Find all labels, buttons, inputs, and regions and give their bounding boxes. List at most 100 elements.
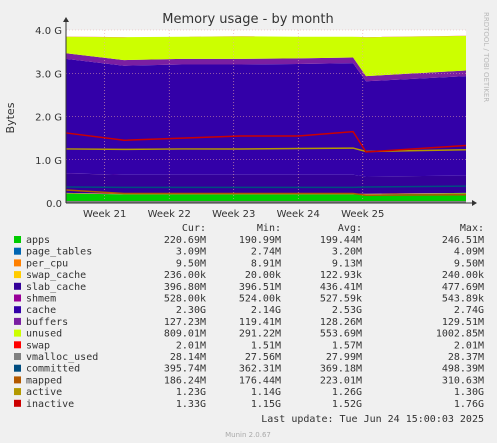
legend-value: 543.89k <box>442 294 484 305</box>
legend-column-header: Max: <box>460 223 484 234</box>
legend-value: 1.57M <box>332 340 362 351</box>
legend-name-apps: apps <box>26 235 50 246</box>
legend-value: 27.99M <box>326 352 362 363</box>
legend-value: 2.74M <box>251 247 281 258</box>
legend-value: 527.59k <box>320 294 362 305</box>
x-tick-label: Week 22 <box>148 209 191 220</box>
legend-swatch-apps <box>14 236 21 243</box>
legend-column-header: Cur: <box>182 223 206 234</box>
x-tick-label: Week 25 <box>341 209 384 220</box>
legend-name-active: active <box>26 387 62 398</box>
y-tick-label: 0.0 <box>46 199 62 210</box>
legend-name-committed: committed <box>26 364 80 375</box>
legend-value: 129.51M <box>442 317 484 328</box>
area-unused <box>66 35 466 77</box>
legend-column-header: Min: <box>257 223 281 234</box>
legend-value: 2.53G <box>332 305 362 316</box>
legend-value: 362.31M <box>239 364 281 375</box>
legend-swatch-vmalloc_used <box>14 353 21 360</box>
legend-name-page_tables: page_tables <box>26 247 92 258</box>
legend-value: 240.00k <box>442 270 484 281</box>
legend-name-unused: unused <box>26 329 62 340</box>
legend-name-per_cpu: per_cpu <box>26 258 68 269</box>
legend-value: 2.30G <box>176 305 206 316</box>
legend-value: 9.50M <box>454 258 484 269</box>
last-update: Last update: Tue Jun 24 15:00:03 2025 <box>261 414 484 425</box>
legend-value: 122.93k <box>320 270 362 281</box>
legend-name-buffers: buffers <box>26 317 68 328</box>
area-slab_cache <box>66 173 466 194</box>
legend-value: 1.14G <box>251 387 281 398</box>
legend-column-header: Avg: <box>338 223 362 234</box>
x-tick-label: Week 24 <box>277 209 320 220</box>
legend-value: 1.30G <box>454 387 484 398</box>
legend-swatch-swap_cache <box>14 271 21 279</box>
legend-name-inactive: inactive <box>26 399 74 410</box>
legend-swatch-swap <box>14 341 21 349</box>
legend-name-swap: swap <box>26 340 50 351</box>
legend-swatch-cache <box>14 306 21 314</box>
legend-value: 190.99M <box>239 235 281 246</box>
legend-swatch-active <box>14 388 21 396</box>
legend-value: 3.20M <box>332 247 362 258</box>
series-lines <box>65 130 467 203</box>
legend-value: 3.09M <box>176 247 206 258</box>
legend-value: 9.50M <box>176 258 206 269</box>
area-buffers <box>66 53 466 82</box>
legend-name-swap_cache: swap_cache <box>26 270 86 281</box>
legend-value: 291.22M <box>239 329 281 340</box>
legend-value: 396.51M <box>239 282 281 293</box>
y-axis-arrow <box>63 17 69 22</box>
x-axis-arrow <box>472 200 477 206</box>
legend-value: 127.23M <box>164 317 206 328</box>
legend-value: 1.76G <box>454 399 484 410</box>
legend-value: 4.09M <box>454 247 484 258</box>
legend-value: 28.37M <box>448 352 484 363</box>
grid-lines <box>66 29 466 203</box>
legend-value: 2.74G <box>454 305 484 316</box>
legend-value: 1.23G <box>176 387 206 398</box>
legend-value: 246.51M <box>442 235 484 246</box>
legend-swatch-slab_cache <box>14 282 21 290</box>
axes: 0.0 1.0 G 2.0 G 3.0 G 4.0 G Week 21 Week 22 Wee… <box>35 17 477 220</box>
line-active <box>65 147 467 153</box>
line-committed <box>65 185 467 189</box>
legend-value: 2.01M <box>176 340 206 351</box>
legend-value: 128.26M <box>320 317 362 328</box>
x-tick-label: Week 21 <box>83 209 126 220</box>
legend-value: 236.00k <box>164 270 206 281</box>
legend-value: 27.56M <box>245 352 281 363</box>
legend-value: 186.24M <box>164 375 206 386</box>
legend-value: 395.74M <box>164 364 206 375</box>
legend-swatch-buffers <box>14 317 21 325</box>
y-axis-label: Bytes <box>4 102 17 133</box>
legend-swatch-mapped <box>14 376 21 384</box>
legend-value: 524.00k <box>239 294 281 305</box>
legend-name-shmem: shmem <box>26 294 56 305</box>
y-tick-label: 4.0 G <box>35 26 62 37</box>
legend-swatch-per_cpu <box>14 259 21 267</box>
legend-value: 1002.85M <box>436 329 484 340</box>
legend-value: 477.69M <box>442 282 484 293</box>
area-cache <box>66 58 466 177</box>
legend-value: 498.39M <box>442 364 484 375</box>
legend-value: 28.14M <box>170 352 206 363</box>
legend-value: 223.01M <box>320 375 362 386</box>
legend-name-vmalloc_used: vmalloc_used <box>26 352 98 363</box>
legend-value: 176.44M <box>239 375 281 386</box>
line-inactive <box>65 130 467 153</box>
legend-value: 310.63M <box>442 375 484 386</box>
legend-swatch-shmem <box>14 294 21 302</box>
legend-value: 369.18M <box>320 364 362 375</box>
x-tick-label: Week 23 <box>212 209 255 220</box>
legend-value: 2.01M <box>454 340 484 351</box>
legend-name-cache: cache <box>26 305 56 316</box>
legend-swatch-page_tables <box>14 247 21 255</box>
legend-name-mapped: mapped <box>26 375 62 386</box>
legend-value: 436.41M <box>320 282 362 293</box>
y-tick-label: 2.0 G <box>35 113 62 124</box>
legend-name-slab_cache: slab_cache <box>26 282 86 293</box>
chart-title: Memory usage - by month <box>162 12 333 27</box>
area-swap <box>66 35 466 38</box>
